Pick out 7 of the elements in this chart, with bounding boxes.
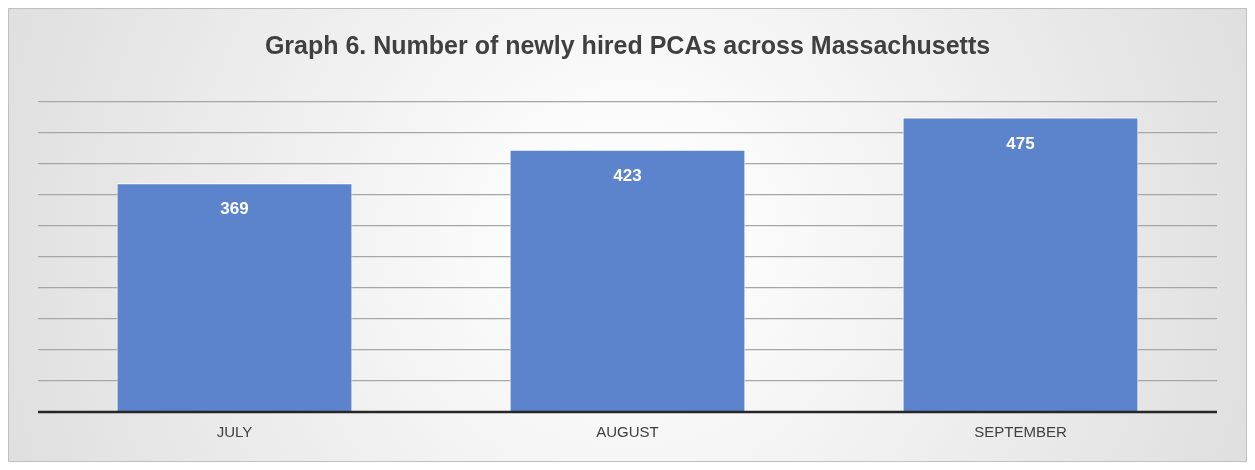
data-label: 475 xyxy=(1006,133,1035,153)
data-label: 423 xyxy=(613,165,642,185)
x-tick-label: JULY xyxy=(216,423,253,441)
chart-title: Graph 6. Number of newly hired PCAs across Massachusetts xyxy=(264,30,991,59)
x-tick-label: SEPTEMBER xyxy=(974,423,1067,441)
data-label: 369 xyxy=(220,199,249,219)
x-tick-label: AUGUST xyxy=(596,423,659,441)
